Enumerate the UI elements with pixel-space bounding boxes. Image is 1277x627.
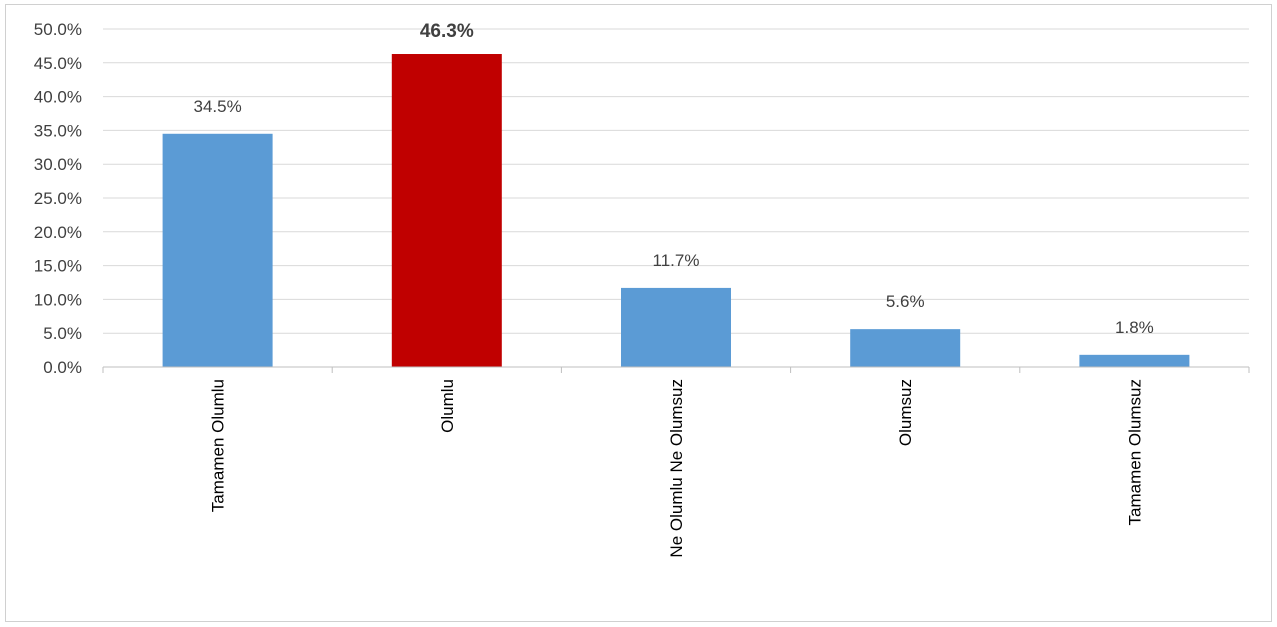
data-label: 1.8% (1115, 318, 1154, 337)
data-label: 34.5% (193, 97, 241, 116)
y-tick-label: 0.0% (43, 358, 82, 377)
category-label: Tamamen Olumlu (209, 379, 228, 512)
y-axis-tick-labels: 0.0% 5.0% 10.0% 15.0% 20.0% 25.0% 30.0% 35.0% 40… (34, 20, 82, 377)
category-label: Ne Olumlu Ne Olumsuz (667, 379, 686, 558)
y-tick-label: 50.0% (34, 20, 82, 39)
data-labels: 34.5% 46.3% 11.7% 5.6% 1.8% (193, 21, 1153, 337)
bar-tamamen-olumsuz (1079, 354, 1190, 367)
category-label: Olumsuz (896, 379, 915, 446)
chart-frame: 0.0% 5.0% 10.0% 15.0% 20.0% 25.0% 30.0% 35.0% 40… (5, 4, 1272, 622)
bar-olumsuz (850, 329, 961, 367)
data-label: 46.3% (420, 21, 474, 42)
category-labels: Tamamen Olumlu Olumlu Ne Olumlu Ne Olumsuz… (209, 379, 1145, 558)
category-label: Olumlu (438, 379, 457, 433)
y-tick-label: 40.0% (34, 88, 82, 107)
x-axis (102, 366, 1250, 373)
data-label: 5.6% (886, 292, 925, 311)
y-tick-label: 45.0% (34, 54, 82, 73)
gridlines (103, 28, 1249, 334)
bar-chart: 0.0% 5.0% 10.0% 15.0% 20.0% 25.0% 30.0% 35.0% 40… (34, 20, 1250, 558)
y-tick-label: 35.0% (34, 121, 82, 140)
y-tick-label: 5.0% (43, 324, 82, 343)
bars (162, 54, 1190, 368)
y-tick-label: 20.0% (34, 223, 82, 242)
y-tick-label: 15.0% (34, 257, 82, 276)
y-tick-label: 30.0% (34, 155, 82, 174)
y-tick-label: 10.0% (34, 290, 82, 309)
bar-olumlu (391, 54, 502, 368)
bar-tamamen-olumlu (162, 133, 273, 367)
bar-ne-olumlu-ne-olumsuz (621, 287, 731, 367)
data-label: 11.7% (653, 251, 700, 270)
category-label: Tamamen Olumsuz (1125, 379, 1144, 525)
y-tick-label: 25.0% (34, 189, 82, 208)
